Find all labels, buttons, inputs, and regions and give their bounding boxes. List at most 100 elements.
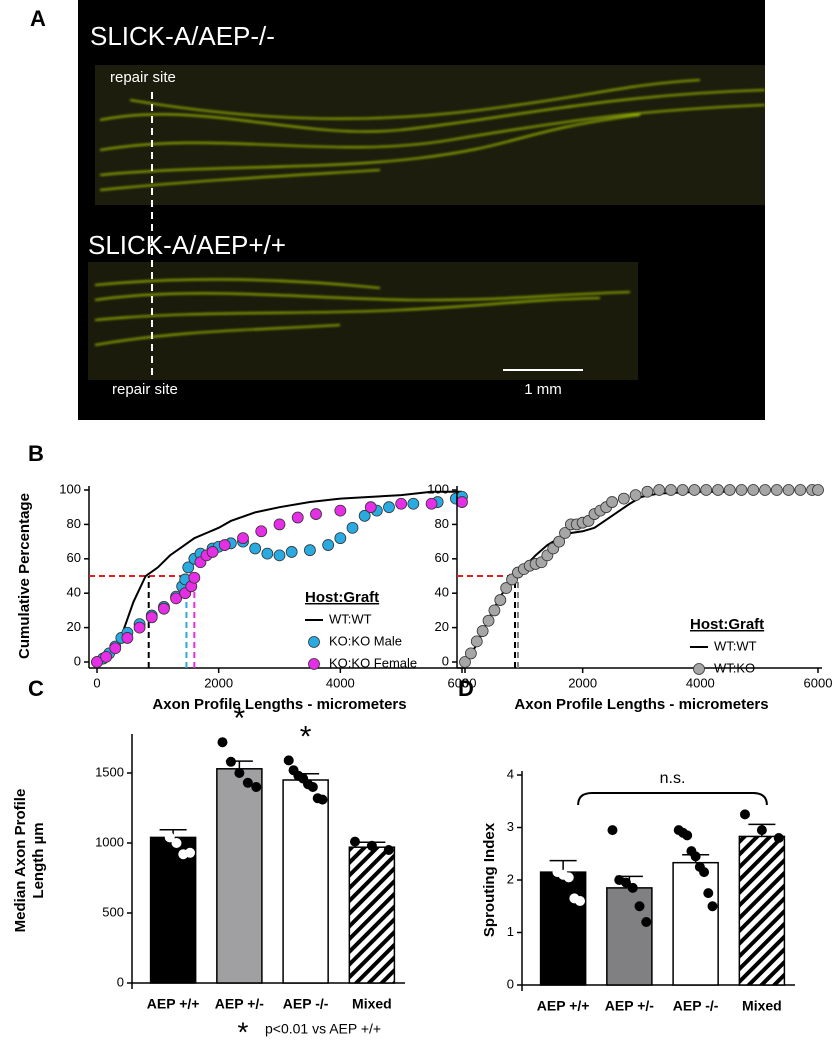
x-tick-label: AEP +/+ [537, 998, 590, 1014]
annotation: repair site [110, 69, 176, 86]
x-tick-label: 6000 [448, 675, 477, 690]
data-point [476, 625, 489, 637]
panel-label: C [28, 676, 44, 701]
data-point [383, 845, 394, 855]
data-point [641, 917, 652, 927]
data-point [676, 484, 689, 496]
x-tick-label: Mixed [352, 996, 392, 1012]
data-point [456, 496, 468, 508]
data-point [206, 546, 219, 558]
data-point [121, 632, 134, 644]
y-tick-label: 20 [435, 619, 449, 634]
y-tick-label: 1 [507, 924, 514, 939]
y-tick-label: 100 [427, 481, 449, 496]
data-point [151, 800, 162, 811]
data-point [794, 484, 807, 496]
data-point [699, 867, 710, 878]
footnote: p<0.01 vs AEP +/+ [265, 1021, 381, 1037]
data-point [188, 571, 201, 584]
legend-title: Host:Graft [690, 616, 764, 633]
y-tick-label: 3 [507, 819, 514, 834]
legend-swatch [693, 663, 705, 675]
x-axis-label: Axon Profile Lengths - micrometers [152, 696, 406, 713]
y-tick-label: 2 [507, 871, 514, 886]
data-point [307, 782, 318, 792]
data-point [629, 489, 642, 502]
x-tick-label: Mixed [742, 998, 782, 1014]
data-point [712, 484, 724, 496]
data-point [700, 484, 713, 496]
data-point [304, 544, 316, 557]
data-point [218, 539, 231, 551]
annotation: repair site [112, 381, 178, 398]
y-tick-label: 0 [74, 653, 81, 668]
y-tick-label: 60 [435, 550, 449, 565]
y-tick-label: 0 [507, 976, 514, 991]
data-point [627, 882, 638, 893]
data-point [349, 836, 360, 847]
data-point [185, 847, 196, 858]
x-tick-label: AEP +/- [215, 996, 264, 1012]
data-point [261, 547, 274, 560]
data-point [641, 485, 654, 498]
data-point [575, 896, 586, 906]
y-axis-label: Length µm [30, 822, 47, 898]
data-point [541, 804, 552, 815]
data-point [634, 901, 645, 912]
x-tick-label: AEP -/- [283, 996, 329, 1012]
data-point [334, 532, 347, 545]
data-point [133, 621, 146, 634]
bracket [577, 792, 768, 806]
bar [348, 846, 396, 984]
y-tick-label: 100 [59, 481, 81, 496]
y-tick-label: 60 [67, 550, 81, 565]
y-tick-label: 1500 [95, 764, 124, 779]
data-point [255, 525, 268, 538]
data-point [464, 647, 477, 660]
data-point [364, 501, 377, 514]
y-tick-label: 40 [67, 585, 81, 600]
data-point [283, 755, 294, 766]
data-point [559, 527, 571, 539]
data-point [225, 756, 236, 767]
y-tick-label: 40 [435, 585, 449, 600]
data-point [182, 561, 195, 574]
data-point [242, 777, 253, 788]
series-line [96, 490, 462, 663]
data-point [291, 511, 304, 524]
data-point [482, 614, 495, 627]
data-point [653, 484, 666, 496]
data-point [249, 542, 262, 555]
legend-label: WT:KO [714, 660, 755, 675]
data-point [617, 492, 630, 505]
x-tick-label: 4000 [326, 675, 355, 690]
data-point [756, 825, 767, 836]
data-point [723, 484, 736, 496]
x-tick-label: 0 [93, 675, 100, 690]
y-tick-label: 0 [442, 653, 449, 668]
data-point [688, 484, 701, 496]
data-point [109, 642, 122, 655]
data-point [91, 656, 103, 668]
data-point [383, 501, 395, 514]
data-point [366, 840, 377, 851]
data-point [395, 497, 408, 510]
data-point [346, 521, 359, 534]
data-point [237, 532, 249, 545]
y-axis-label: Sprouting Index [481, 822, 498, 937]
data-point [553, 535, 566, 548]
x-tick-label: 2000 [568, 675, 597, 690]
y-tick-label: 20 [67, 619, 81, 634]
x-tick-label: 4000 [686, 675, 715, 690]
data-point [334, 504, 347, 517]
legend-label: WT:WT [329, 611, 372, 626]
bar [672, 861, 719, 986]
bracket-label: n.s. [660, 770, 686, 787]
data-point [470, 635, 483, 648]
bar [738, 835, 786, 986]
image-label: SLICK-A/AEP-/- [90, 21, 275, 51]
bar [606, 887, 653, 986]
data-point [707, 901, 718, 912]
panel-label: B [28, 441, 44, 466]
data-point [494, 594, 507, 606]
